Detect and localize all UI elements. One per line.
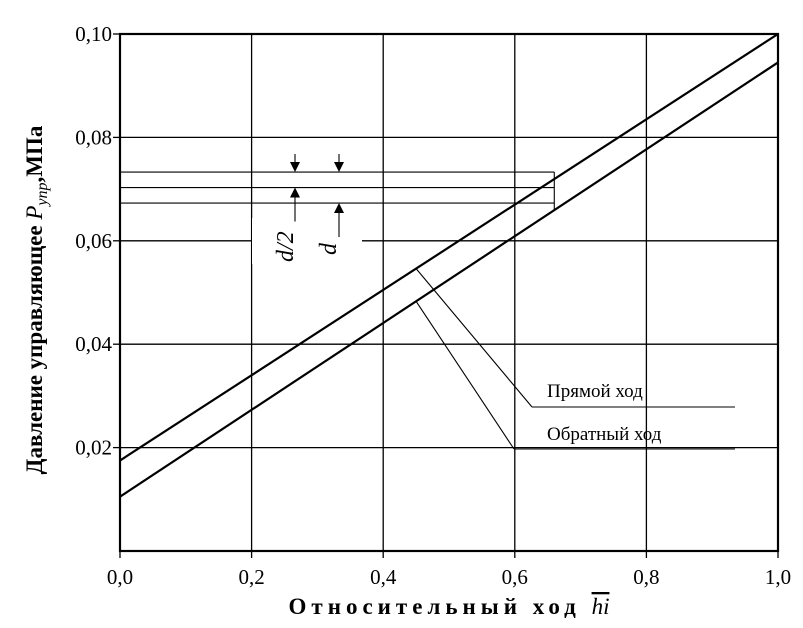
x-tick-label: 0,0 — [107, 565, 133, 589]
plot-frame — [118, 32, 780, 553]
y-axis-title: Давление управляющее Pупр,МПа — [22, 125, 51, 474]
series-lines — [119, 33, 779, 498]
x-tick-label: 0,8 — [633, 565, 659, 589]
x-tick-label: 0,2 — [238, 565, 264, 589]
annotation-d-half: d/2 — [273, 231, 299, 262]
y-tick-label: 0,06 — [75, 229, 112, 253]
arrow-up-d-half — [290, 187, 300, 198]
x-tick-label: 0,6 — [502, 565, 528, 589]
arrow-up-d — [334, 203, 344, 214]
grid-lines — [113, 33, 779, 558]
tick-labels: 0,0 0,2 0,4 0,6 0,8 1,0 0,02 0,04 0,06 0,08 0,10 — [75, 22, 791, 589]
annotation-mask — [252, 218, 362, 264]
arrow-down-d — [334, 162, 344, 173]
y-tick-label: 0,10 — [75, 22, 112, 46]
leader-line-reverse — [415, 300, 515, 450]
leader-line-direct — [415, 268, 533, 408]
annotation-d: d — [316, 242, 342, 255]
arrow-down-d-half — [290, 162, 300, 173]
x-tick-label: 1,0 — [765, 565, 791, 589]
legend-label-reverse: Обратный ход — [547, 424, 662, 445]
y-axis-unit: ,МПа — [22, 125, 47, 182]
x-axis-title: Относительный ход hi — [289, 594, 610, 619]
y-axis-subscript: упр — [34, 183, 51, 208]
y-tick-label: 0,04 — [75, 332, 112, 356]
series-line-2 — [119, 61, 779, 498]
annotations — [120, 154, 555, 450]
y-axis-title-text: Давление управляющее — [22, 225, 47, 474]
y-tick-label: 0,02 — [75, 436, 112, 460]
y-axis-symbol: P — [22, 206, 47, 221]
x-axis-title-text: Относительный ход — [289, 594, 581, 619]
legend-label-direct: Прямой ход — [547, 381, 643, 402]
y-tick-label: 0,08 — [75, 125, 112, 149]
x-axis-symbol: hi — [592, 594, 610, 619]
series-line-1 — [119, 33, 779, 462]
x-tick-label: 0,4 — [370, 565, 397, 589]
